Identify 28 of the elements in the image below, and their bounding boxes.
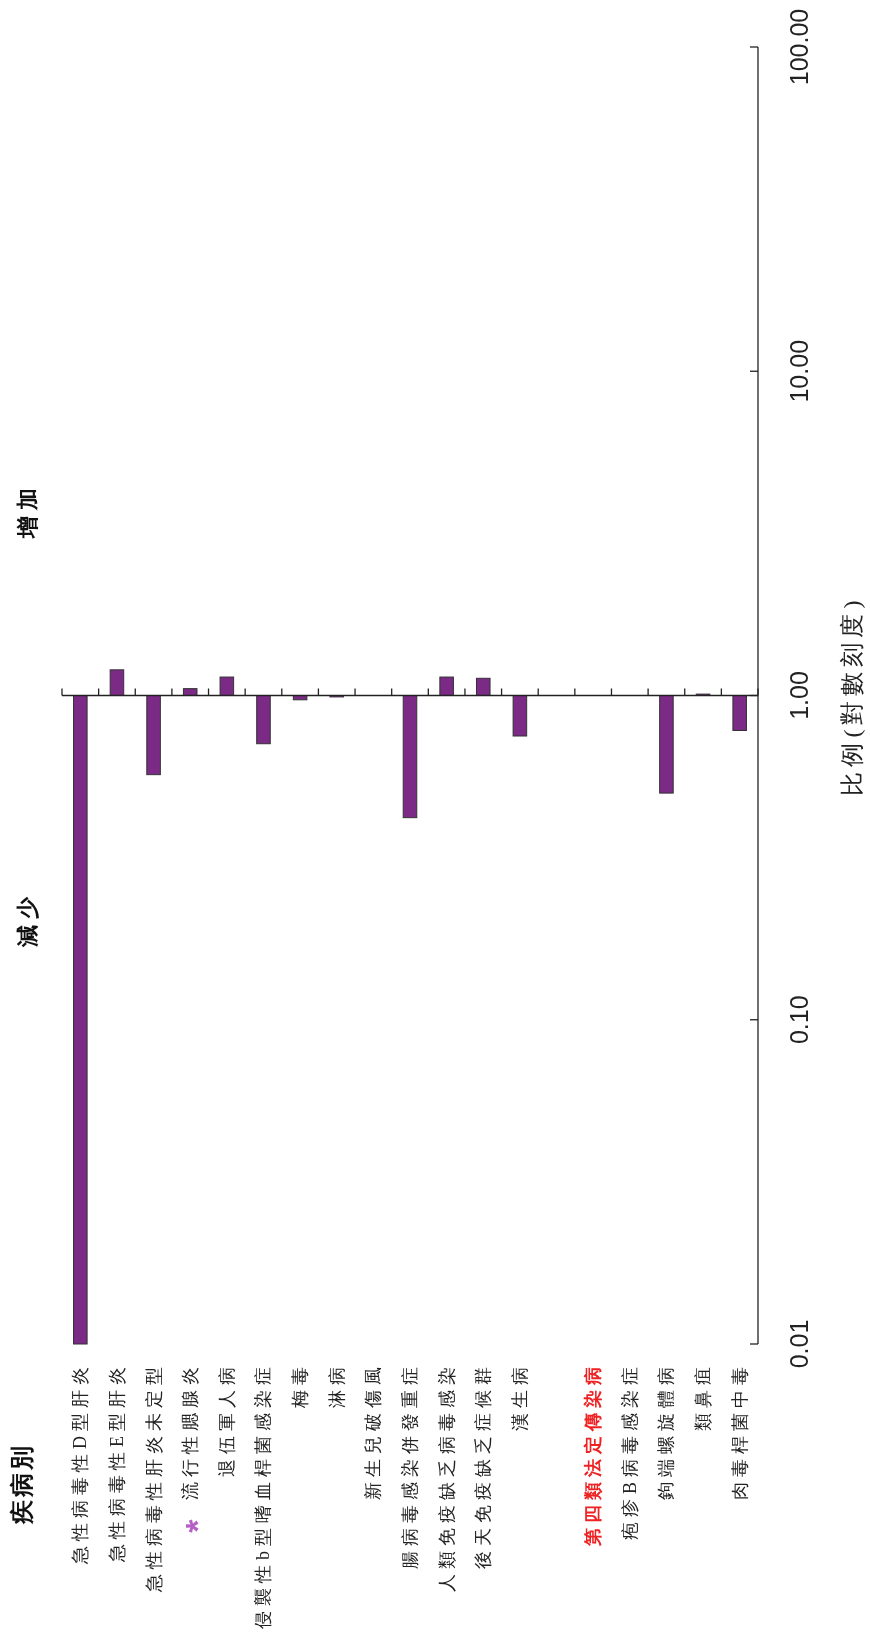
x-tick-label: 急性病毒性E型肝炎 bbox=[106, 1362, 127, 1563]
x-tick-label: 新生兒破傷風 bbox=[363, 1362, 384, 1500]
x-tick-label: 流行性腮腺炎 bbox=[180, 1362, 201, 1500]
x-tick-label: 漢生病 bbox=[509, 1362, 530, 1431]
x-tick-label: 腸病毒感染併發重症 bbox=[400, 1362, 420, 1569]
x-tick-label: 梅毒 bbox=[290, 1362, 311, 1409]
x-tick-label: 鉤端螺旋體病 bbox=[656, 1362, 677, 1500]
y-axis-title: 比例(對數刻度) bbox=[839, 595, 865, 796]
x-tick-label: 急性病毒性肝炎未定型 bbox=[143, 1362, 164, 1593]
text: 增加 bbox=[15, 482, 41, 540]
y-tick-label: 100.00 bbox=[785, 8, 813, 86]
x-tick-label: 人類免疫缺乏病毒感染 bbox=[436, 1362, 457, 1592]
x-tick-label: 疱疹B病毒感染症 bbox=[619, 1362, 640, 1541]
x-tick-label: 侵襲性b型嗜血桿菌感染症 bbox=[253, 1362, 274, 1629]
y-tick-label: 0.01 bbox=[785, 1319, 813, 1369]
x-tick-label: 第四類法定傳染病 bbox=[583, 1362, 604, 1547]
x-tick-label: 類鼻疽 bbox=[693, 1362, 714, 1431]
y-tick-label: 0.10 bbox=[785, 995, 813, 1045]
text: * bbox=[178, 1518, 217, 1533]
text: 減少 bbox=[15, 890, 41, 948]
x-tick-label: 後天免疫缺乏症候群 bbox=[473, 1362, 494, 1569]
text: 疾病別 bbox=[9, 1442, 35, 1525]
y-tick-label: 1.00 bbox=[785, 671, 813, 720]
x-tick-label: 急性病毒性D型肝炎 bbox=[70, 1362, 91, 1565]
y-tick-label: 10.00 bbox=[785, 339, 813, 403]
x-tick-label: 肉毒桿菌中毒 bbox=[729, 1362, 750, 1500]
x-tick-label: 淋病 bbox=[326, 1362, 347, 1408]
x-tick-label: 退伍軍人病 bbox=[216, 1362, 237, 1477]
